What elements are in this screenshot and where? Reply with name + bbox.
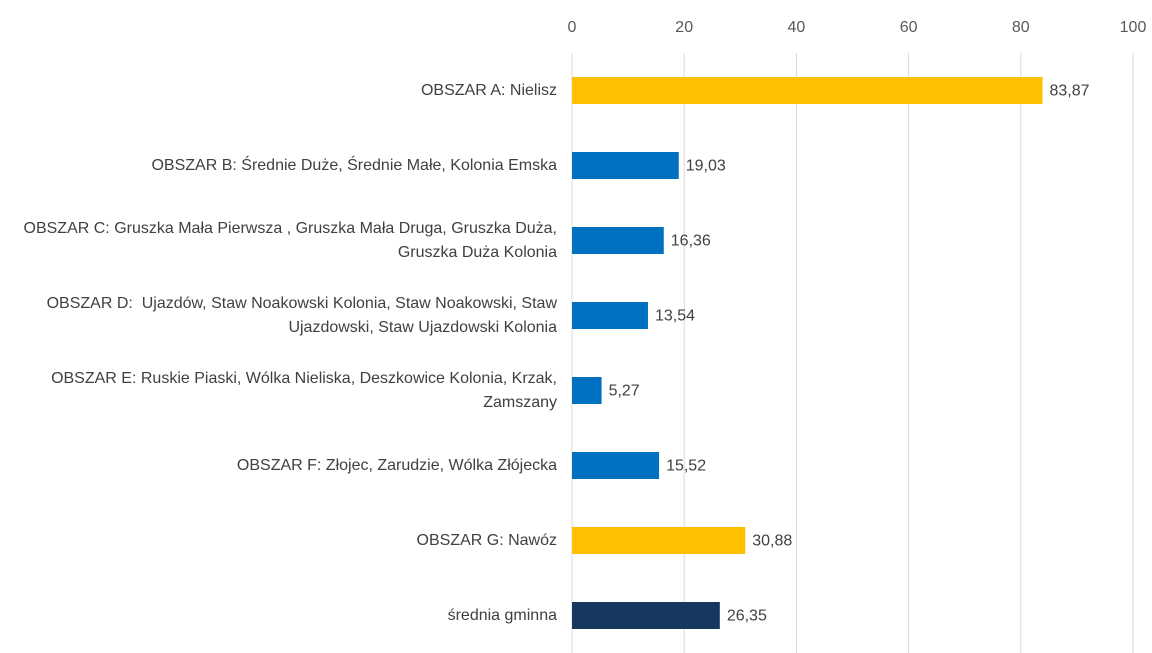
category-label: OBSZAR E: Ruskie Piaski, Wólka Nieliska,…	[51, 369, 562, 411]
value-label: 13,54	[655, 308, 695, 325]
category-label: OBSZAR B: Średnie Duże, Średnie Małe, Ko…	[151, 156, 557, 174]
x-tick-label: 80	[1012, 19, 1030, 36]
category-label: OBSZAR D: Ujazdów, Staw Noakowski Koloni…	[46, 294, 562, 336]
bar	[572, 452, 660, 479]
bar	[572, 227, 664, 254]
bar	[572, 302, 648, 329]
value-label: 16,36	[671, 233, 711, 250]
value-label: 19,03	[686, 158, 726, 175]
category-label: OBSZAR G: Nawóz	[416, 531, 557, 549]
value-label: 5,27	[609, 383, 640, 400]
bar	[572, 377, 602, 404]
value-label: 83,87	[1050, 83, 1090, 100]
bar	[572, 152, 679, 179]
x-tick-label: 60	[900, 19, 918, 36]
category-label: OBSZAR F: Złojec, Zarudzie, Wólka Złójec…	[236, 456, 557, 474]
x-tick-label: 100	[1120, 19, 1147, 36]
x-tick-label: 0	[568, 19, 577, 36]
x-tick-label: 20	[675, 19, 693, 36]
category-label: średnia gminna	[447, 606, 557, 624]
x-tick-label: 40	[788, 19, 806, 36]
bar	[572, 77, 1043, 104]
category-label: OBSZAR A: Nielisz	[420, 81, 557, 99]
value-label: 30,88	[752, 533, 792, 550]
category-label: OBSZAR C: Gruszka Mała Pierwsza , Gruszk…	[23, 219, 562, 261]
value-label: 15,52	[666, 458, 706, 475]
bar	[572, 527, 746, 554]
value-label: 26,35	[727, 608, 767, 625]
bar	[572, 602, 720, 629]
